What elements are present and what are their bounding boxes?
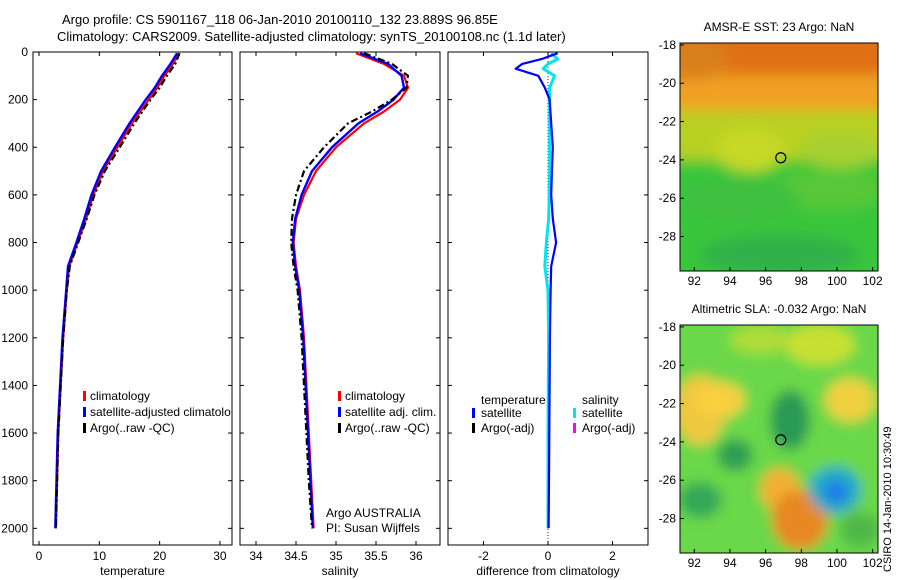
diff-legend-swatch: [573, 408, 576, 418]
figure-title-line1: Argo profile: CS 5901167_118 06-Jan-2010…: [62, 12, 498, 27]
sla_map-ytick-label: -22: [659, 397, 677, 411]
difference_profile-xtick-label: 2: [609, 549, 616, 563]
salinity-diff-satellite-line: [541, 52, 560, 529]
sla_map-ytick-label: -20: [659, 358, 677, 372]
sst_map-ytick-label: -28: [659, 230, 677, 244]
sst_map-xtick-label: 100: [827, 274, 847, 288]
salinity_profile-axes-box: [239, 51, 441, 546]
sla_map-ytick-label: -18: [659, 320, 677, 334]
figure-title-line2: Climatology: CARS2009. Satellite-adjuste…: [57, 29, 566, 44]
depth-tick-label: 600: [8, 188, 28, 202]
depth-tick-label: 1800: [1, 474, 28, 488]
depth-tick-label: 400: [8, 140, 28, 154]
temperature_profile-axes-box: [32, 51, 233, 546]
salinity_profile-climatology-line: [292, 52, 410, 529]
sla_map-title: Altimetric SLA: -0.032 Argo: NaN: [692, 302, 867, 316]
temperature_profile-legend-swatch: [83, 423, 86, 433]
difference_profile-xlabel: difference from climatology: [476, 564, 619, 578]
sla_map-ytick-label: -24: [659, 435, 677, 449]
sla_map-xtick-label: 94: [723, 556, 737, 570]
sst_map-argo-location-marker: [775, 152, 787, 164]
temperature_profile-legend-label: satellite-adjusted climatolo: [90, 405, 231, 419]
salinity_profile-legend-swatch: [338, 391, 341, 401]
temperature_profile-satellite-line: [54, 52, 179, 529]
diff-legend-header-salinity: salinity: [582, 393, 619, 407]
sst_map-ytick-label: -22: [659, 115, 677, 129]
temperature_profile-xtick-label: 0: [36, 549, 43, 563]
temperature_profile-legend-swatch: [83, 407, 86, 417]
salinity_profile-xtick-label: 35.5: [364, 549, 388, 563]
salinity_profile-xtick-label: 34.5: [284, 549, 308, 563]
salinity_profile-xtick-label: 35: [329, 549, 343, 563]
depth-tick-label: 2000: [1, 521, 28, 535]
sla-map-field: [680, 325, 878, 553]
salinity_profile-legend-swatch: [338, 423, 341, 433]
salinity_profile-legend-label: satellite adj. clim.: [345, 405, 436, 419]
sst-map-field: [680, 43, 878, 271]
sla_map-xtick-label: 92: [688, 556, 702, 570]
pi-annotation: PI: Susan Wijffels: [326, 521, 420, 535]
depth-tick-label: 800: [8, 236, 28, 250]
depth-tick-label: 1200: [1, 331, 28, 345]
temperature_profile-xtick-label: 20: [153, 549, 167, 563]
diff-legend-label: Argo(-adj): [582, 421, 635, 435]
salinity_profile-satellite-line: [291, 52, 406, 529]
diff-legend-label: Argo(-adj): [481, 421, 534, 435]
sla_map-xtick-label: 100: [827, 556, 847, 570]
sla_map-argo-location-marker: [775, 434, 787, 446]
temperature_profile-legend-label: Argo(..raw -QC): [90, 421, 175, 435]
sst_map-xtick-label: 92: [688, 274, 702, 288]
argo-program-annotation: Argo AUSTRALIA: [326, 506, 421, 520]
salinity_profile-xlabel: salinity: [322, 564, 359, 578]
salinity_profile-argo-line: [290, 52, 410, 529]
temperature-diff-satellite-line: [514, 52, 559, 529]
depth-tick-label: 200: [8, 93, 28, 107]
diff-legend-swatch: [472, 408, 475, 418]
difference_profile-xtick-label: -2: [478, 549, 489, 563]
temperature_profile-argo-line: [54, 52, 181, 529]
diff-legend-label: satellite: [582, 406, 623, 420]
diff-legend-label: satellite: [481, 406, 522, 420]
temperature_profile-xtick-label: 30: [213, 549, 227, 563]
salinity_profile-legend-label: Argo(..raw -QC): [345, 421, 430, 435]
depth-tick-label: 1000: [1, 283, 28, 297]
diff-legend-header-temperature: temperature: [481, 393, 546, 407]
depth-tick-label: 1600: [1, 426, 28, 440]
sla_map-ytick-label: -26: [659, 473, 677, 487]
sst_map-ytick-label: -20: [659, 76, 677, 90]
sla_map-xtick-label: 98: [795, 556, 809, 570]
sst_map-ytick-label: -26: [659, 191, 677, 205]
sla_map-xtick-label: 102: [863, 556, 883, 570]
salinity_profile-legend-swatch: [338, 407, 341, 417]
depth-tick-label: 1400: [1, 378, 28, 392]
temperature_profile-legend-swatch: [83, 391, 86, 401]
sst_map-xtick-label: 102: [863, 274, 883, 288]
salinity_profile-xtick-label: 36: [409, 549, 423, 563]
sla_map-xtick-label: 96: [759, 556, 773, 570]
difference_profile-xtick-label: 0: [545, 549, 552, 563]
depth-tick-label: 0: [21, 45, 28, 59]
sla_map-frame: [679, 324, 879, 554]
sst_map-ytick-label: -24: [659, 153, 677, 167]
salinity_profile-legend-label: climatology: [345, 389, 405, 403]
sst_map-xtick-label: 98: [795, 274, 809, 288]
sst_map-title: AMSR-E SST: 23 Argo: NaN: [704, 20, 855, 34]
temperature_profile-legend-label: climatology: [90, 389, 150, 403]
diff-legend-swatch: [573, 423, 576, 433]
sst_map-frame: [679, 42, 879, 272]
temperature_profile-xtick-label: 10: [93, 549, 107, 563]
sla_map-ytick-label: -28: [659, 512, 677, 526]
sst_map-xtick-label: 94: [723, 274, 737, 288]
temperature_profile-climatology-line: [54, 52, 180, 529]
temperature_profile-xlabel: temperature: [100, 564, 165, 578]
salinity_profile-xtick-label: 34: [249, 549, 263, 563]
sst_map-xtick-label: 96: [759, 274, 773, 288]
sst_map-ytick-label: -18: [659, 38, 677, 52]
diff-legend-swatch: [472, 423, 475, 433]
